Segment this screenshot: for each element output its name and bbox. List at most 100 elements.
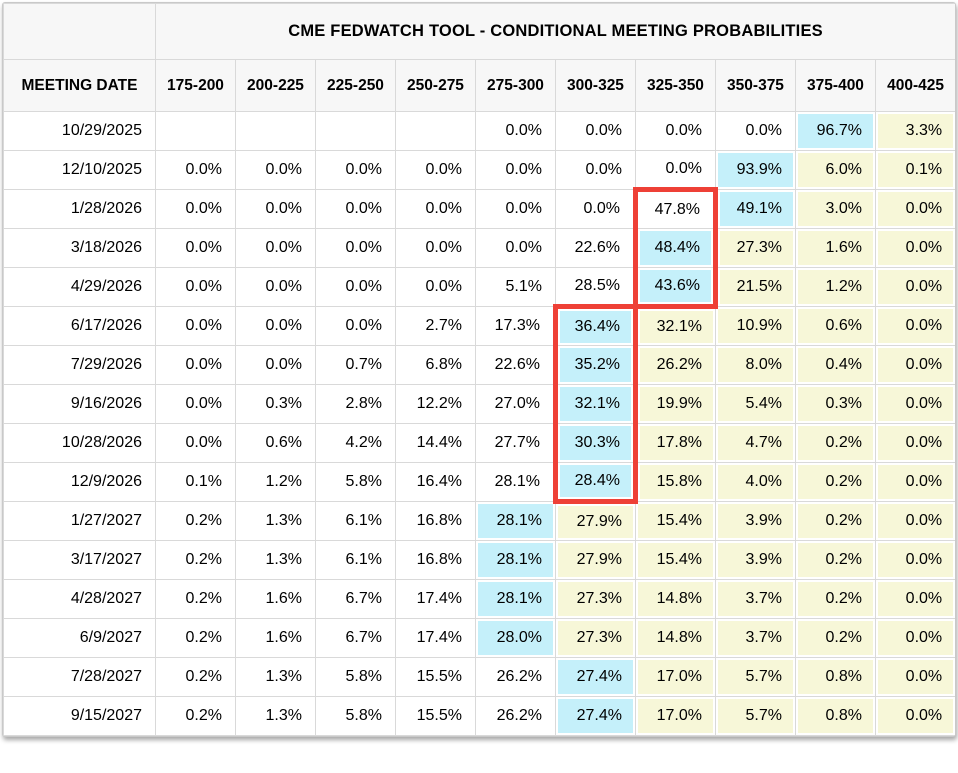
meeting-date-cell: 9/15/2027 — [3, 696, 156, 736]
meeting-date-cell: 1/27/2027 — [3, 501, 156, 541]
meeting-date-cell: 12/10/2025 — [3, 150, 156, 190]
probability-cell: 0.0% — [155, 306, 236, 346]
probability-cell: 0.2% — [155, 696, 236, 736]
probability-cell: 0.0% — [395, 228, 476, 268]
probability-cell: 6.1% — [315, 540, 396, 580]
probability-cell: 3.9% — [715, 540, 796, 580]
probability-cell: 0.2% — [795, 423, 876, 463]
probability-cell: 0.2% — [155, 618, 236, 658]
probability-cell: 0.2% — [795, 579, 876, 619]
rate-range-column-header: 200-225 — [235, 59, 316, 112]
probability-cell: 0.0% — [155, 384, 236, 424]
probability-cell: 0.7% — [315, 345, 396, 385]
probability-cell: 0.0% — [315, 189, 396, 229]
probability-cell: 14.8% — [635, 579, 716, 619]
probability-cell: 6.7% — [315, 579, 396, 619]
probability-cell: 28.1% — [475, 540, 556, 580]
probability-cell: 0.0% — [475, 189, 556, 229]
probability-cell-red-outlined: 32.1% — [553, 384, 638, 424]
probability-cell: 0.0% — [635, 111, 716, 151]
probability-cell-red-outlined: 36.4% — [553, 304, 638, 346]
probability-cell: 0.0% — [874, 618, 955, 658]
table-row: 9/15/2027 0.2% 1.3% 5.8% 15.5% 26.2% 27.4% 17.0… — [3, 696, 955, 736]
probability-cell: 1.2% — [795, 267, 876, 307]
probability-cell: 0.2% — [155, 501, 236, 541]
probability-cell: 28.5% — [555, 267, 636, 307]
probability-cell: 0.0% — [315, 228, 396, 268]
probability-cell: 0.0% — [874, 306, 955, 346]
probability-cell: 10.9% — [715, 306, 796, 346]
probability-cell: 27.9% — [555, 501, 636, 541]
probability-cell: 15.4% — [635, 501, 716, 541]
meeting-date-cell: 12/9/2026 — [3, 462, 156, 502]
probability-cell: 0.0% — [555, 111, 636, 151]
probability-cell: 15.5% — [395, 657, 476, 697]
probability-cell: 0.4% — [795, 345, 876, 385]
probability-cell: 6.1% — [315, 501, 396, 541]
rate-range-column-header: 300-325 — [555, 59, 636, 112]
probability-cell: 0.0% — [235, 189, 316, 229]
probability-cell — [395, 111, 476, 151]
probability-cell — [315, 111, 396, 151]
table-body: 10/29/2025 0.0% 0.0% 0.0% 0.0% 96.7% 3.3% 12/10… — [3, 111, 955, 736]
table-title: CME FEDWATCH TOOL - CONDITIONAL MEETING … — [154, 3, 955, 60]
probability-cell: 0.0% — [874, 462, 955, 502]
probability-cell: 17.0% — [635, 696, 716, 736]
rate-range-column-header: 175-200 — [155, 59, 236, 112]
probability-cell: 0.0% — [155, 345, 236, 385]
probability-cell: 27.9% — [555, 540, 636, 580]
probability-cell: 15.4% — [635, 540, 716, 580]
probability-cell — [235, 111, 316, 151]
probability-cell: 3.7% — [715, 618, 796, 658]
probability-cell: 16.4% — [395, 462, 476, 502]
probability-cell: 14.4% — [395, 423, 476, 463]
probability-cell: 0.2% — [795, 540, 876, 580]
probability-cell: 21.5% — [715, 267, 796, 307]
probability-cell: 22.6% — [555, 228, 636, 268]
probability-cell: 27.3% — [555, 579, 636, 619]
probability-cell: 0.0% — [475, 111, 556, 151]
meeting-date-cell: 3/18/2026 — [3, 228, 156, 268]
probability-cell: 0.0% — [235, 228, 316, 268]
table-row: 1/28/2026 0.0% 0.0% 0.0% 0.0% 0.0% 0.0% 47.8% 49… — [3, 187, 955, 229]
probability-cell: 5.8% — [315, 462, 396, 502]
probability-cell-red-outlined: 35.2% — [553, 345, 638, 385]
probability-cell: 0.0% — [874, 657, 955, 697]
probability-cell: 1.6% — [235, 579, 316, 619]
rate-range-column-header: 275-300 — [475, 59, 556, 112]
probability-cell: 2.7% — [395, 306, 476, 346]
probability-cell: 27.4% — [555, 696, 636, 736]
table-row: 4/29/2026 0.0% 0.0% 0.0% 0.0% 5.1% 28.5% 43.6% 2… — [3, 267, 955, 309]
probability-cell: 26.2% — [635, 345, 716, 385]
probability-cell: 0.0% — [395, 267, 476, 307]
probability-cell: 6.0% — [795, 150, 876, 190]
probability-cell: 0.0% — [315, 306, 396, 346]
probability-cell: 0.6% — [235, 423, 316, 463]
meeting-date-cell: 9/16/2026 — [3, 384, 156, 424]
probability-cell: 0.0% — [155, 228, 236, 268]
probability-cell: 5.7% — [715, 696, 796, 736]
probability-cell: 17.0% — [635, 657, 716, 697]
corner-cell — [3, 3, 156, 60]
probability-cell: 15.5% — [395, 696, 476, 736]
probability-cell — [155, 111, 236, 151]
probability-cell: 1.3% — [235, 540, 316, 580]
probability-cell: 28.1% — [475, 501, 556, 541]
probability-cell: 96.7% — [795, 111, 876, 151]
probability-cell: 4.0% — [715, 462, 796, 502]
probability-cell: 0.0% — [874, 579, 955, 619]
probability-cell: 0.0% — [874, 540, 955, 580]
probability-cell: 5.8% — [315, 657, 396, 697]
probability-cell: 0.0% — [155, 423, 236, 463]
probability-cell: 0.2% — [795, 618, 876, 658]
probability-cell: 15.8% — [635, 462, 716, 502]
probability-cell: 19.9% — [635, 384, 716, 424]
probability-cell-red-outlined: 28.4% — [553, 462, 638, 504]
probability-cell: 26.2% — [475, 696, 556, 736]
meeting-date-cell: 10/29/2025 — [3, 111, 156, 151]
probability-cell: 6.7% — [315, 618, 396, 658]
probability-cell: 0.1% — [874, 150, 955, 190]
probability-cell: 0.0% — [155, 189, 236, 229]
probability-cell: 0.0% — [395, 150, 476, 190]
probability-cell-red-outlined: 47.8% — [633, 187, 718, 229]
